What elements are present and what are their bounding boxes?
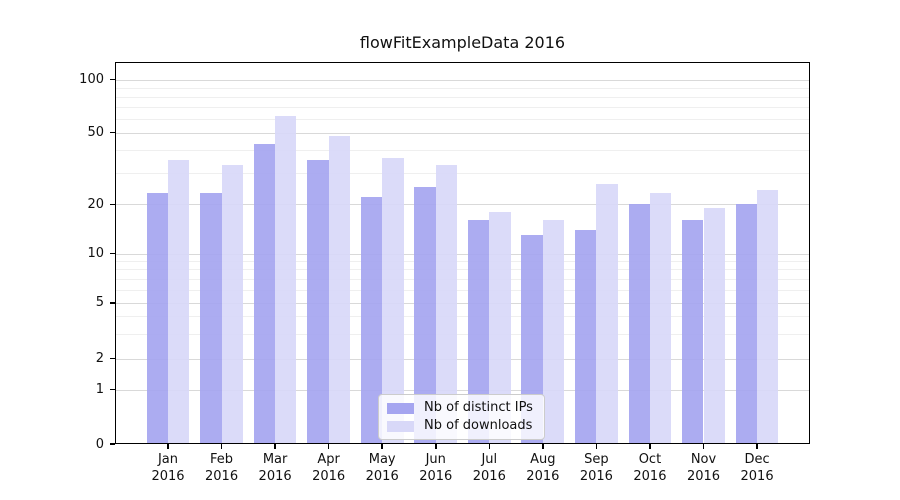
x-tick-mark (488, 444, 491, 449)
major-gridline (115, 79, 810, 81)
legend-row-distinct-ips: Nb of distinct IPs (387, 401, 536, 415)
x-tick-label: Mar 2016 (258, 452, 292, 484)
y-tick-label: 0 (95, 436, 104, 452)
bar-downloads-sep (596, 183, 618, 444)
bar-downloads-may (382, 158, 404, 444)
minor-gridline (115, 149, 810, 151)
y-tick-label: 50 (87, 125, 104, 140)
major-gridline (115, 253, 810, 255)
major-gridline (115, 132, 810, 134)
bar-distinct-ips-dec (735, 204, 758, 444)
bar-distinct-ips-oct (628, 204, 650, 444)
bar-downloads-dec (757, 190, 779, 444)
y-tick-mark (110, 302, 115, 304)
x-tick-mark (434, 444, 437, 449)
bar-downloads-apr (328, 135, 351, 444)
x-tick-label: Feb 2016 (205, 452, 239, 484)
x-tick-label: Nov 2016 (686, 452, 721, 484)
bar-downloads-jan (168, 160, 190, 444)
legend-row-downloads: Nb of downloads (387, 419, 536, 433)
y-tick-label: 1 (95, 382, 104, 397)
x-tick-mark (649, 444, 651, 449)
legend-label-distinct-ips: Nb of distinct IPs (424, 400, 533, 415)
bar-distinct-ips-sep (575, 229, 597, 444)
x-tick-label: Jun 2016 (419, 452, 453, 484)
minor-gridline (115, 316, 810, 318)
y-tick-mark (110, 443, 115, 445)
bar-distinct-ips-jun (414, 186, 436, 444)
y-tick-mark (110, 78, 115, 81)
bar-distinct-ips-feb (200, 193, 222, 444)
y-tick-mark (110, 203, 115, 206)
x-tick-label: May 2016 (365, 452, 399, 484)
bar-distinct-ips-jan (146, 193, 168, 444)
major-gridline (115, 358, 810, 360)
y-tick-mark (110, 388, 115, 391)
chart-title: flowFitExampleData 2016 (359, 33, 566, 52)
x-tick-mark (595, 444, 598, 449)
bar-distinct-ips-mar (253, 144, 276, 444)
legend-swatch-downloads (387, 420, 414, 432)
x-tick-mark (274, 444, 276, 449)
y-tick-label: 100 (79, 72, 104, 88)
x-tick-mark (381, 444, 383, 449)
bar-downloads-jun (435, 165, 458, 444)
bar-distinct-ips-apr (307, 160, 329, 444)
legend-swatch-distinct-ips (387, 402, 414, 414)
y-tick-label: 10 (87, 246, 104, 261)
major-gridline (115, 389, 810, 391)
y-tick-label: 20 (87, 196, 104, 212)
minor-gridline (115, 87, 810, 89)
minor-gridline (115, 118, 810, 120)
y-tick-mark (110, 252, 115, 255)
minor-gridline (115, 278, 810, 280)
legend-label-downloads: Nb of downloads (424, 418, 533, 433)
x-tick-mark (220, 444, 223, 449)
y-tick-mark (110, 131, 115, 134)
legend: Nb of distinct IPs Nb of downloads (378, 394, 545, 440)
bar-downloads-aug (542, 220, 565, 444)
minor-gridline (115, 106, 810, 108)
y-tick-mark (110, 357, 115, 360)
y-tick-label: 5 (95, 295, 104, 311)
bar-downloads-jul (489, 211, 511, 444)
minor-gridline (115, 333, 810, 335)
x-tick-label: Sep 2016 (579, 452, 613, 484)
x-tick-label: Jan 2016 (151, 452, 185, 484)
minor-gridline (115, 261, 810, 262)
minor-gridline (115, 289, 810, 291)
x-tick-label: Oct 2016 (633, 452, 667, 484)
x-tick-mark (542, 444, 544, 449)
x-tick-mark (167, 444, 169, 449)
major-gridline (115, 302, 810, 304)
x-tick-label: Aug 2016 (526, 452, 560, 484)
x-tick-label: Jul 2016 (472, 452, 506, 484)
bar-distinct-ips-may (360, 196, 383, 444)
minor-gridline (115, 172, 810, 174)
x-tick-label: Dec 2016 (740, 452, 774, 484)
minor-gridline (115, 269, 810, 271)
bar-downloads-oct (649, 193, 672, 444)
y-tick-label: 2 (95, 351, 104, 366)
bar-downloads-feb (221, 165, 243, 444)
bar-distinct-ips-nov (682, 220, 704, 444)
x-tick-mark (327, 444, 330, 449)
minor-gridline (115, 96, 810, 98)
x-tick-label: Apr 2016 (312, 452, 346, 484)
x-tick-mark (702, 444, 705, 449)
x-tick-mark (756, 444, 758, 449)
major-gridline (115, 204, 810, 206)
bar-downloads-nov (703, 207, 725, 444)
bar-distinct-ips-aug (521, 234, 543, 444)
bar-distinct-ips-jul (467, 220, 490, 444)
bar-downloads-mar (275, 116, 297, 444)
